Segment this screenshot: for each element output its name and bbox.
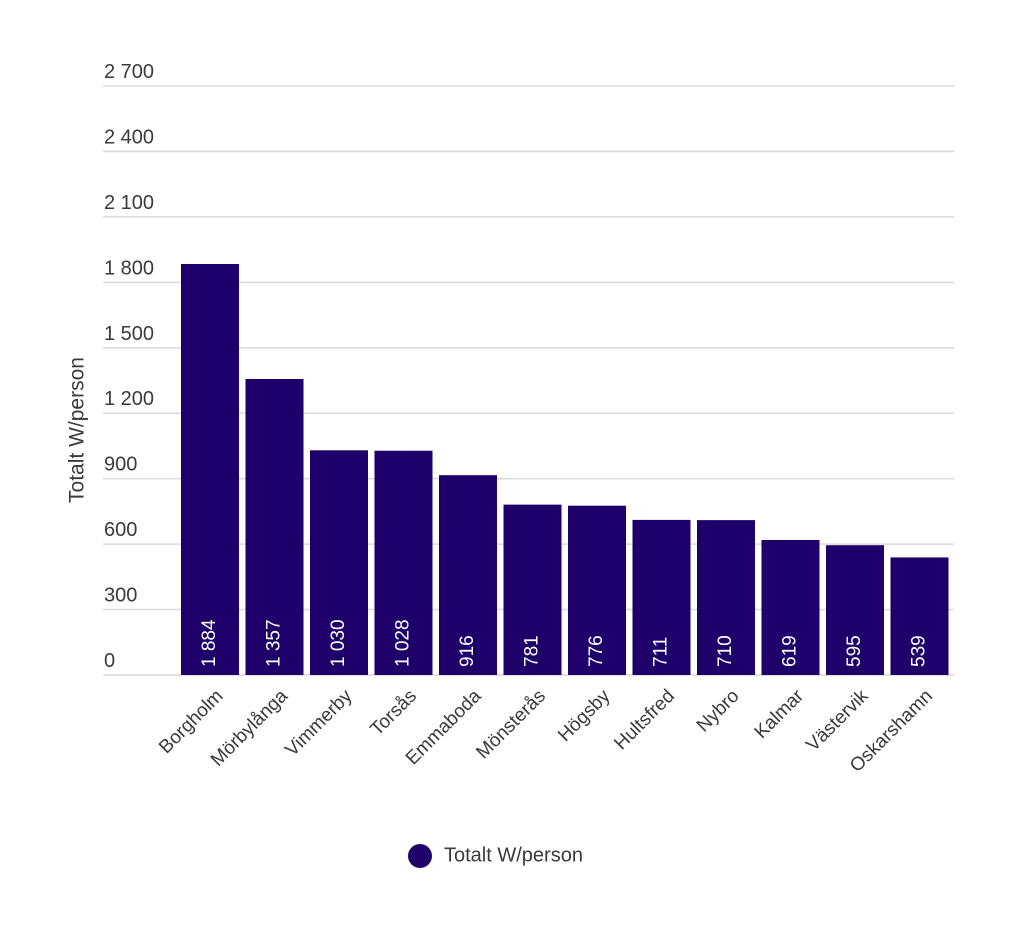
data-label: 1 357 xyxy=(264,619,285,667)
bar xyxy=(890,557,949,675)
data-label: 711 xyxy=(651,637,672,667)
y-axis-label: Totalt W/person xyxy=(66,357,89,503)
y-tick-label: 600 xyxy=(104,519,137,541)
legend: Totalt W/person xyxy=(408,844,583,868)
data-label: 619 xyxy=(780,635,801,667)
y-tick-label: 300 xyxy=(104,585,137,607)
bar xyxy=(761,539,820,675)
y-tick-label: 1 500 xyxy=(104,323,154,345)
bar xyxy=(439,475,497,675)
bar xyxy=(697,520,755,675)
gridlines xyxy=(103,85,954,676)
data-label: 710 xyxy=(715,635,736,667)
x-tick-label: Hultsfred xyxy=(610,686,679,755)
bars xyxy=(181,264,949,675)
bar xyxy=(503,504,562,675)
data-label: 1 030 xyxy=(328,619,349,667)
y-axis-ticks: 0 300 600 900 1 200 1 500 1 800 2 100 2 400 2 700 xyxy=(104,61,154,672)
data-label: 916 xyxy=(457,635,478,667)
bar xyxy=(826,545,884,675)
x-tick-label: Kalmar xyxy=(751,685,809,743)
data-label: 539 xyxy=(909,635,930,667)
y-tick-label: 1 200 xyxy=(104,388,154,410)
bar xyxy=(568,505,626,675)
bar xyxy=(245,378,304,675)
y-tick-label: 2 100 xyxy=(104,192,154,214)
legend-swatch xyxy=(408,844,432,868)
legend-label: Totalt W/person xyxy=(444,844,583,866)
y-tick-label: 0 xyxy=(104,650,115,672)
data-label: 1 028 xyxy=(393,619,414,667)
y-tick-label: 1 800 xyxy=(104,257,154,279)
bar xyxy=(632,519,691,675)
bar xyxy=(181,264,239,675)
data-label: 781 xyxy=(522,635,543,667)
bar xyxy=(374,450,433,675)
y-tick-label: 2 700 xyxy=(104,61,154,83)
y-tick-label: 2 400 xyxy=(104,126,154,148)
value-labels: 1 884 1 357 1 030 1 028 916 781 776 711 710 619 59… xyxy=(199,619,930,667)
x-tick-label: Nybro xyxy=(693,686,744,737)
x-tick-label: Högsby xyxy=(554,685,615,746)
data-label: 776 xyxy=(586,635,607,667)
data-label: 595 xyxy=(844,635,865,667)
x-tick-label: Mönsterås xyxy=(472,686,550,764)
bar xyxy=(310,450,368,675)
data-label: 1 884 xyxy=(199,619,220,667)
x-tick-label: Vimmerby xyxy=(281,685,356,760)
y-tick-label: 900 xyxy=(104,454,137,476)
x-tick-label: Torsås xyxy=(367,686,421,740)
